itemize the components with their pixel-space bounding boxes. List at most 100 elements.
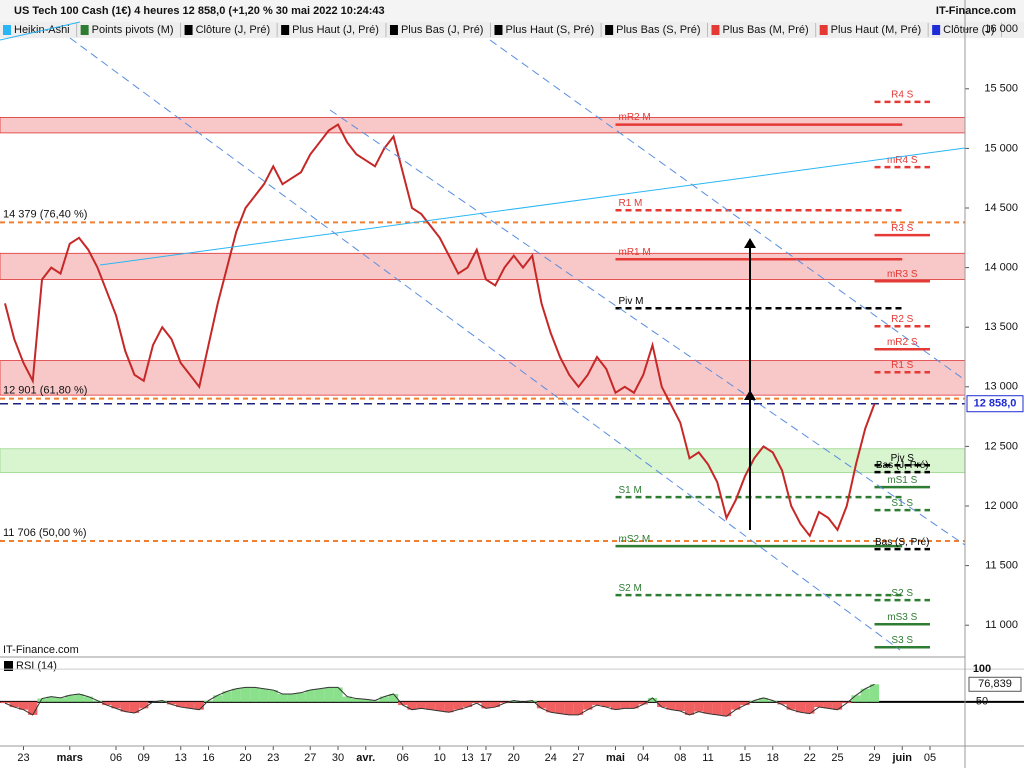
x-tick-label: 18	[767, 752, 779, 764]
y-tick-label: 14 500	[984, 202, 1018, 214]
x-tick-label: 27	[572, 752, 584, 764]
x-tick-label: 05	[924, 752, 936, 764]
legend-item[interactable]: Plus Haut (M, Pré)	[831, 24, 921, 36]
trend-line	[0, 21, 81, 41]
rsi-bar	[444, 701, 454, 713]
legend-swatch	[281, 25, 290, 35]
rsi-bar	[351, 698, 362, 702]
rsi-bar	[712, 701, 722, 715]
x-tick-label: juin	[891, 752, 912, 764]
x-tick-label: 08	[674, 752, 686, 764]
rsi-bar	[231, 688, 241, 702]
legend-swatch	[494, 25, 503, 35]
rsi-bar	[37, 698, 47, 702]
pivot-label: Piv M	[619, 296, 644, 307]
last-price-label: 12 858,0	[974, 398, 1017, 410]
x-tick-label: 20	[508, 752, 520, 764]
rsi-bar	[388, 693, 399, 702]
pivot-label: S3 S	[891, 635, 913, 646]
trend-line	[99, 147, 966, 266]
rsi-bar	[361, 699, 371, 702]
pivot-label: Piv S	[891, 453, 915, 464]
x-tick-label: 06	[110, 752, 122, 764]
legend-swatch	[711, 25, 720, 35]
y-tick-label: 14 000	[984, 262, 1018, 274]
legend-item[interactable]: Plus Haut (J, Pré)	[292, 24, 379, 36]
rsi-bar	[638, 701, 648, 705]
rsi-bar	[462, 701, 473, 708]
rsi-bar	[666, 701, 676, 710]
x-tick-label: mai	[606, 752, 625, 764]
rsi-bar	[277, 693, 288, 702]
rsi-bar	[601, 701, 611, 708]
pivot-label: R1 M	[619, 198, 643, 209]
legend-item[interactable]: Clôture (J, Pré)	[196, 24, 271, 36]
legend-item[interactable]: Plus Bas (M, Pré)	[722, 24, 808, 36]
rsi-bar	[657, 701, 667, 708]
pivot-label: S2 M	[619, 583, 642, 594]
pivot-label: mR4 S	[887, 155, 918, 166]
rsi-bar	[777, 701, 787, 705]
y-tick-label: 12 500	[984, 440, 1018, 452]
legend-item[interactable]: Clôture (J)	[943, 24, 994, 36]
rsi-bar	[795, 701, 806, 713]
rsi-bar	[805, 701, 815, 714]
rsi-bar	[768, 700, 778, 702]
y-tick-label: 15 500	[984, 83, 1018, 95]
pivot-label: Bas (S, Pré)	[875, 537, 929, 548]
rsi-bar	[83, 696, 93, 702]
rsi-bar	[536, 701, 547, 709]
y-tick-label: 13 500	[984, 321, 1018, 333]
legend-item[interactable]: Plus Haut (S, Pré)	[505, 24, 594, 36]
legend-swatch	[80, 25, 89, 35]
rsi-bar	[721, 701, 732, 717]
rsi-bar	[28, 701, 38, 715]
toolbar-items: Heikin-Ashi Points pivots (M) Clôture (J, …	[3, 23, 1002, 37]
legend-swatch	[184, 25, 193, 35]
rsi-bar	[240, 687, 251, 702]
rsi-bar	[166, 701, 177, 705]
rsi-line	[4, 683, 875, 717]
legend-swatch	[3, 25, 11, 35]
legend-item[interactable]: Points pivots (M)	[92, 24, 174, 36]
rsi-bar	[213, 695, 223, 702]
rsi-bar	[694, 701, 704, 712]
arrow-head	[744, 390, 756, 400]
last-price-box	[966, 395, 1024, 413]
rsi-title: RSI (14)	[16, 660, 57, 672]
plot: 14 379 (76,40 %) 12 901 (61,80 %) 11 706 (…	[0, 23, 1024, 764]
legend-item[interactable]: Heikin-Ashi	[14, 24, 70, 36]
legend-item[interactable]: Plus Bas (J, Pré)	[401, 24, 484, 36]
x-tick-label: avr.	[356, 752, 375, 764]
rsi-bar	[731, 701, 741, 710]
y-tick-label: 11 500	[985, 560, 1018, 572]
rsi-bar	[481, 701, 491, 709]
legend-swatch	[605, 25, 614, 35]
legend-item[interactable]: Plus Bas (S, Pré)	[616, 24, 700, 36]
pivot-label: R3 S	[891, 223, 914, 234]
pivot-label: mS1 S	[887, 475, 917, 486]
x-tick-label: mars	[57, 752, 83, 764]
pivot-label: R4 S	[891, 90, 914, 101]
rsi-bar	[18, 701, 29, 710]
rsi-bar	[564, 701, 574, 715]
x-tick-label: 13	[175, 752, 187, 764]
price-line	[4, 123, 876, 538]
rsi-bar	[490, 701, 500, 708]
rsi-bar	[314, 688, 325, 702]
x-tick-label: 22	[804, 752, 816, 764]
rsi-bar	[814, 701, 824, 708]
rsi-bar	[546, 701, 556, 713]
rsi-bar	[583, 701, 593, 710]
y-tick-label: 12 000	[984, 500, 1018, 512]
rsi-tick-label: 50	[976, 696, 988, 708]
rsi-bar	[740, 701, 750, 706]
x-tick-label: 11	[702, 752, 713, 764]
x-tick-label: 20	[239, 752, 251, 764]
rsi-bar	[647, 697, 658, 702]
pivot-label: S2 S	[891, 588, 913, 599]
rsi-bar	[0, 701, 10, 704]
rsi-bar	[268, 690, 278, 702]
pivot-label: mR2 M	[619, 112, 651, 123]
rsi-bar	[675, 701, 685, 711]
